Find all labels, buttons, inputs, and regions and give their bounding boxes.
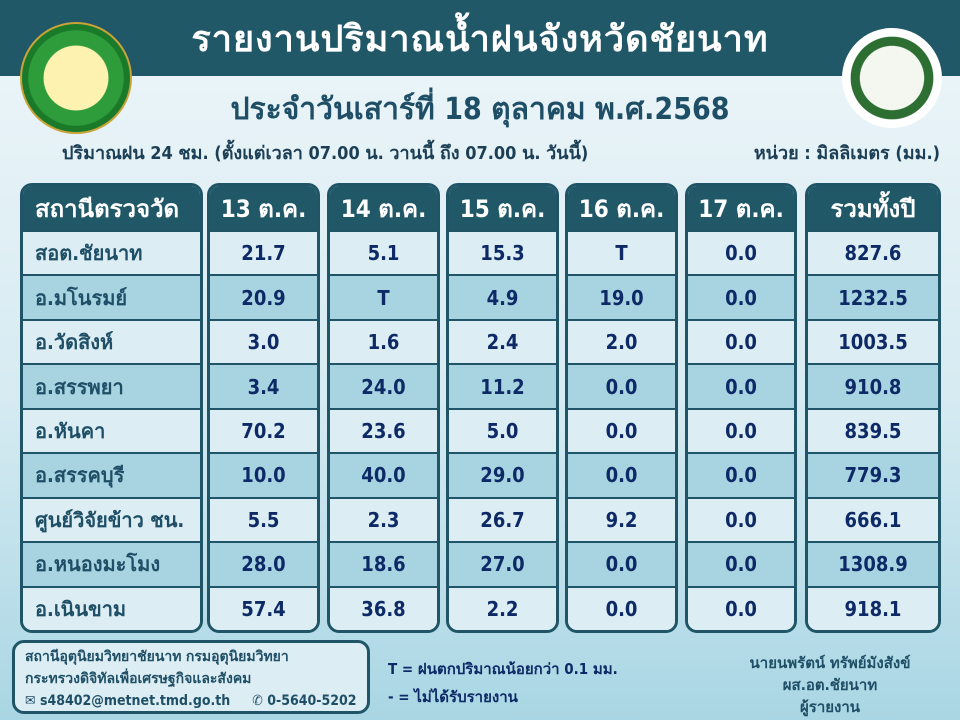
rainfall-value: 0.0	[688, 230, 794, 275]
rainfall-value: 827.6	[808, 230, 938, 275]
station-name: อ.สรรพยา	[23, 363, 200, 408]
reporter-role: ผู้รายงาน	[799, 698, 861, 716]
column-header: 17 ต.ค.	[688, 186, 794, 230]
rainfall-value: 0.0	[688, 274, 794, 319]
rainfall-value: 3.4	[210, 363, 317, 408]
station-name: อ.มโนรมย์	[23, 274, 200, 319]
column-header: รวมทั้งปี	[808, 186, 938, 230]
phone: 0-5640-5202	[267, 693, 357, 709]
contact-box: สถานีอุตุนิยมวิทยาชัยนาท กรมอุตุนิยมวิทย…	[12, 640, 370, 714]
page-title: รายงานปริมาณน้ำฝนจังหวัดชัยนาท	[191, 19, 769, 60]
rainfall-value: 2.2	[449, 585, 556, 630]
rainfall-value: 1232.5	[808, 274, 938, 319]
rainfall-value: 5.5	[210, 496, 317, 542]
rainfall-value: 23.6	[330, 407, 437, 453]
rainfall-value: 0.0	[688, 452, 794, 497]
org-line-2: กระทรวงดิจิทัลเพื่อเศรษฐกิจและสังคม	[25, 671, 252, 687]
rainfall-value: 28.0	[210, 541, 317, 586]
header-band	[0, 0, 960, 76]
column-header: 16 ต.ค.	[568, 186, 675, 230]
reporter-title: ผส.อต.ชัยนาท	[782, 676, 878, 694]
column-1: 13 ต.ค. 21.7 20.9 3.0 3.4 70.2 10.0 5.5 28.0 57.4	[207, 183, 320, 633]
rainfall-value: 15.3	[449, 230, 556, 275]
rainfall-value: 0.0	[568, 452, 675, 497]
rainfall-value: 11.2	[449, 363, 556, 408]
rainfall-value: 0.0	[688, 585, 794, 630]
org-line-1: สถานีอุตุนิยมวิทยาชัยนาท กรมอุตุนิยมวิทย…	[25, 649, 289, 665]
email-icon: ✉	[25, 693, 36, 709]
rainfall-value: 36.8	[330, 585, 437, 630]
rainfall-value: 57.4	[210, 585, 317, 630]
station-column: สถานีตรวจวัด สอต.ชัยนาท อ.มโนรมย์ อ.วัดสิงห…	[20, 183, 203, 633]
rainfall-value: 9.2	[568, 496, 675, 542]
rainfall-value: 0.0	[688, 318, 794, 364]
rainfall-value: 0.0	[568, 585, 675, 630]
rainfall-value: 1308.9	[808, 541, 938, 586]
station-name: อ.สรรคบุรี	[23, 452, 200, 497]
rainfall-value: 10.0	[210, 452, 317, 497]
column-header: 14 ต.ค.	[330, 186, 437, 230]
rainfall-value: 2.3	[330, 496, 437, 542]
reporter-name: นายนพรัตน์ ทรัพย์มังสังข์	[749, 654, 911, 672]
rainfall-value: 839.5	[808, 407, 938, 453]
rainfall-value: 2.0	[568, 318, 675, 364]
rainfall-value: 0.0	[688, 407, 794, 453]
column-header: 13 ต.ค.	[210, 186, 317, 230]
legend-no-report: - = ไม่ได้รับรายงาน	[388, 688, 518, 706]
column-5: 17 ต.ค. 0.0 0.0 0.0 0.0 0.0 0.0 0.0 0.0 0.0	[685, 183, 797, 633]
rainfall-value: 2.4	[449, 318, 556, 364]
rainfall-value: 0.0	[568, 407, 675, 453]
rainfall-value: 0.0	[688, 363, 794, 408]
rainfall-value: 21.7	[210, 230, 317, 275]
station-name: อ.เนินขาม	[23, 585, 200, 630]
rainfall-value: 5.0	[449, 407, 556, 453]
column-header: สถานีตรวจวัด	[23, 186, 200, 230]
legend-trace: T = ฝนตกปริมาณน้อยกว่า 0.1 มม.	[388, 660, 618, 678]
rainfall-value: 5.1	[330, 230, 437, 275]
meteorological-department-logo	[20, 22, 132, 134]
ministry-logo	[842, 28, 942, 128]
rainfall-value: T	[330, 274, 437, 319]
station-name: อ.วัดสิงห์	[23, 318, 200, 364]
phone-icon: ✆	[252, 693, 263, 709]
column-2: 14 ต.ค. 5.1 T 1.6 24.0 23.6 40.0 2.3 18.6 36.8	[327, 183, 440, 633]
rainfall-value: 3.0	[210, 318, 317, 364]
rainfall-value: 779.3	[808, 452, 938, 497]
reporter: นายนพรัตน์ ทรัพย์มังสังข์ ผส.อต.ชัยนาท ผ…	[700, 652, 960, 718]
rainfall-value: 29.0	[449, 452, 556, 497]
station-name: อ.หนองมะโมง	[23, 541, 200, 586]
station-name: ศูนย์วิจัยข้าว ชน.	[23, 496, 200, 542]
measurement-period: ปริมาณฝน 24 ชม. (ตั้งแต่เวลา 07.00 น. วา…	[62, 143, 589, 164]
column-4: 16 ต.ค. T 19.0 2.0 0.0 0.0 0.0 9.2 0.0 0.0	[565, 183, 678, 633]
rainfall-value: 19.0	[568, 274, 675, 319]
rainfall-value: 918.1	[808, 585, 938, 630]
unit-label: หน่วย : มิลลิเมตร (มม.)	[753, 143, 940, 164]
rainfall-value: 0.0	[688, 496, 794, 542]
station-name: สอต.ชัยนาท	[23, 230, 200, 275]
column-header: 15 ต.ค.	[449, 186, 556, 230]
rainfall-value: 666.1	[808, 496, 938, 542]
legend: T = ฝนตกปริมาณน้อยกว่า 0.1 มม. - = ไม่ได…	[388, 655, 618, 711]
column-6: รวมทั้งปี 827.6 1232.5 1003.5 910.8 839.5 779.…	[805, 183, 941, 633]
rainfall-value: 20.9	[210, 274, 317, 319]
rainfall-value: 27.0	[449, 541, 556, 586]
rainfall-value: 0.0	[568, 363, 675, 408]
rainfall-value: 1003.5	[808, 318, 938, 364]
rainfall-value: 0.0	[688, 541, 794, 586]
rainfall-value: 18.6	[330, 541, 437, 586]
station-name: อ.หันคา	[23, 407, 200, 453]
email: s48402@metnet.tmd.go.th	[39, 693, 231, 709]
rainfall-value: T	[568, 230, 675, 275]
rainfall-value: 26.7	[449, 496, 556, 542]
rainfall-value: 910.8	[808, 363, 938, 408]
column-3: 15 ต.ค. 15.3 4.9 2.4 11.2 5.0 29.0 26.7 27.0 2.2	[446, 183, 559, 633]
report-date: ประจำวันเสาร์ที่ 18 ตุลาคม พ.ศ.2568	[230, 92, 730, 127]
rainfall-value: 4.9	[449, 274, 556, 319]
rainfall-value: 0.0	[568, 541, 675, 586]
rainfall-value: 1.6	[330, 318, 437, 364]
rainfall-value: 70.2	[210, 407, 317, 453]
rainfall-value: 24.0	[330, 363, 437, 408]
rainfall-value: 40.0	[330, 452, 437, 497]
